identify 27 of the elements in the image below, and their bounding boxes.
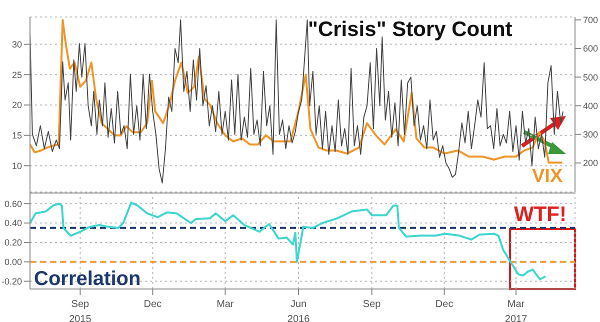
x-tick-label: Mar 2017: [504, 299, 528, 322]
y-tick-label: 0.20: [4, 238, 22, 248]
series-label: VIX: [532, 166, 563, 188]
annotation: Correlation: [34, 268, 141, 291]
y-tick-label: 0.40: [4, 218, 22, 228]
y2-tick-label: 400: [583, 100, 598, 111]
y-tick-label: 25: [12, 70, 22, 80]
y-tick-label: 15: [12, 130, 22, 141]
x-tick-label: Sep 2015: [69, 299, 92, 322]
y2-tick-label: 500: [583, 72, 598, 82]
y-tick-label: -0.20: [1, 276, 22, 286]
x-tick-label: Jun 2016: [287, 299, 310, 322]
y2-tick-label: 300: [583, 130, 598, 140]
y-tick-label: 0.00: [4, 257, 22, 268]
y2-tick-label: 700: [583, 15, 598, 26]
y-tick-label: 0.60: [4, 198, 22, 209]
x-tick-label: Mar: [216, 299, 234, 310]
y2-tick-label: 200: [583, 158, 598, 168]
x-tick-label: Dec: [144, 299, 162, 310]
annotation: WTF!: [514, 203, 566, 227]
y-tick-label: 10: [12, 160, 22, 171]
y-tick-label: 20: [12, 100, 22, 110]
y2-tick-label: 600: [583, 44, 598, 54]
x-tick-label: Sep: [362, 299, 382, 310]
y-tick-label: 30: [12, 40, 22, 50]
chart-title: "Crisis" Story Count: [308, 18, 512, 42]
x-tick-label: Dec: [435, 299, 454, 310]
